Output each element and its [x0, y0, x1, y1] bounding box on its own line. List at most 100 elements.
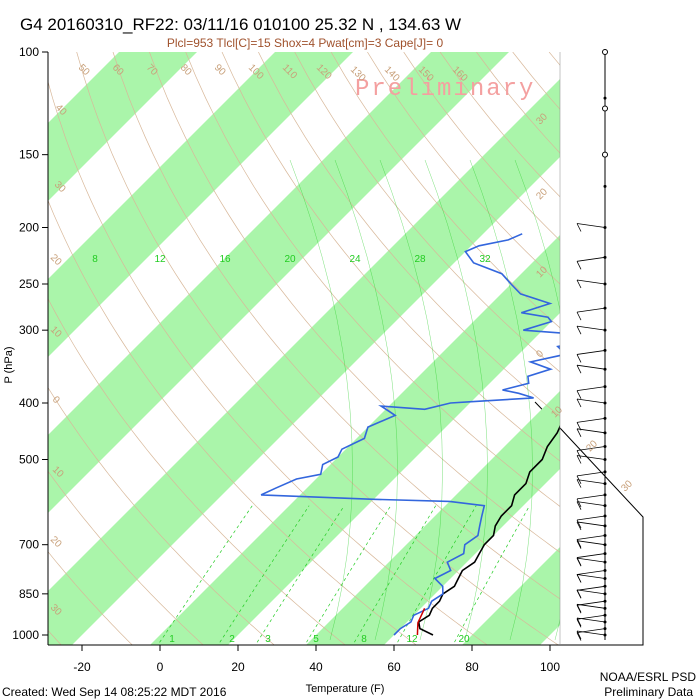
x-tick-label: 40: [309, 660, 323, 674]
dry-adiabat: [48, 470, 204, 645]
chart-title: G4 20160310_RF22: 03/11/16 010100 25.32 …: [20, 15, 461, 34]
wind-barb-flag: [576, 365, 582, 374]
dry-adiabat: [112, 52, 560, 600]
temperature-band: [48, 52, 197, 201]
temperature-band: [48, 78, 560, 645]
temperature-band: [48, 52, 509, 513]
dry-adiabat: [48, 386, 275, 645]
moist-adiabat: [289, 159, 353, 641]
wind-barb-dot: [603, 543, 607, 547]
wind-barb: [576, 614, 606, 620]
dry-adiabat: [694, 52, 700, 647]
wind-barb-flag: [576, 519, 582, 529]
x-tick-label: 0: [157, 660, 164, 674]
wind-barb-flag: [576, 398, 582, 408]
wind-barb-dot: [603, 606, 607, 610]
y-tick-label: 850: [19, 587, 39, 601]
preliminary-watermark: Preliminary: [355, 76, 535, 103]
dry-adiabat: [221, 52, 560, 462]
dry-adiabat: [658, 52, 700, 647]
wind-barb-flag: [576, 605, 582, 614]
org-name: NOAA/ESRL PSD: [600, 670, 697, 684]
mixing-ratio-label-top: 24: [349, 254, 361, 265]
mixing-ratio-label-bottom: 20: [458, 634, 470, 645]
wind-barb: [576, 256, 606, 262]
dry-adiabat: [185, 52, 560, 507]
mixing-ratio-label-top: 28: [414, 254, 426, 265]
wind-barb: [576, 570, 606, 575]
mixing-ratio-label-bottom: 8: [361, 634, 367, 645]
wind-barb-dot: [603, 504, 607, 508]
mixing-ratio-label-top: 20: [284, 254, 296, 265]
y-tick-label: 200: [19, 221, 39, 235]
wind-barb-dot: [603, 470, 607, 474]
wind-barb: [576, 307, 606, 313]
dewpoint-trace: [260, 233, 560, 636]
wind-barb-flag: [576, 422, 582, 431]
x-tick-label: 80: [465, 660, 479, 674]
dry-adiabat: [149, 52, 560, 553]
mixing-ratio-label-bottom: 12: [406, 634, 418, 645]
wind-barb-dot: [603, 599, 607, 603]
dry-adiabat: [294, 52, 560, 373]
temperature-band: [48, 52, 354, 357]
y-tick-label: 500: [19, 452, 39, 466]
wind-barb-flag: [576, 325, 582, 335]
temperature-bands: [0, 39, 560, 647]
wind-barb: [576, 557, 606, 563]
wind-barb-dot: [603, 613, 607, 617]
wind-barb-flag: [576, 501, 582, 510]
x-tick-label: 60: [387, 660, 401, 674]
wind-barb-flag: [576, 475, 582, 485]
wind-barb-dot: [603, 282, 607, 286]
mixing-ratio-label-bottom: 5: [313, 634, 319, 645]
wind-panel-bg: [535, 52, 643, 645]
mixing-ratio-label-top: 8: [92, 254, 98, 265]
moist-adiabat: [424, 159, 488, 641]
wind-barb-dot: [603, 577, 607, 581]
wind-barb-dot: [603, 385, 607, 389]
mixing-ratio-line: [217, 505, 310, 645]
wind-barb-dot: [603, 367, 607, 371]
mixing-ratio-labels: 8 12 16 20 24 28 321 2 3 5 8 12 20: [92, 254, 491, 645]
wind-barb-flag: [576, 539, 582, 548]
wind-barb-dot: [603, 431, 607, 435]
wind-barb-flag: [576, 390, 582, 399]
wind-barb-dot: [603, 416, 607, 420]
wind-barb-dot: [603, 620, 607, 624]
wind-barb-dot: [603, 348, 607, 352]
wind-barb-flag: [576, 632, 582, 641]
wind-barb: [576, 494, 606, 500]
wind-barb-dot: [603, 627, 607, 631]
dry-adiabat: [48, 199, 417, 645]
wind-barb: [576, 515, 606, 521]
wind-barb-dot: [603, 482, 607, 486]
mixing-ratio-label-top: 16: [219, 254, 231, 265]
temperature-band: [0, 39, 54, 647]
y-tick-label: 400: [19, 396, 39, 410]
created-timestamp: Created: Wed Sep 14 08:25:22 MDT 2016: [2, 685, 227, 699]
dry-adiabat: [48, 551, 133, 645]
wind-barb-flag: [576, 428, 582, 438]
y-tick-label: 250: [19, 277, 39, 291]
wind-barb-dot: [603, 633, 607, 637]
y-axis-label: P (hPa): [3, 346, 15, 383]
wind-barb-dot: [603, 493, 607, 497]
wind-barb: [576, 535, 606, 540]
wind-barb: [576, 386, 606, 392]
wind-barb: [576, 603, 606, 609]
wind-barb-dot: [603, 328, 607, 332]
mixing-ratio-label-bottom: 3: [265, 634, 271, 645]
temperature-band: [305, 390, 560, 645]
y-tick-label: 1000: [12, 628, 39, 642]
mixing-ratio-line: [255, 505, 345, 645]
wind-barb-flag: [576, 590, 582, 599]
temperature-band: [461, 546, 560, 645]
wind-barb-dot: [603, 445, 607, 449]
wind-barb-flag: [576, 261, 582, 270]
wind-barb-dot: [603, 533, 607, 537]
x-tick-label: 20: [231, 660, 245, 674]
wind-barb: [576, 223, 606, 228]
wind-barb: [576, 417, 606, 423]
wind-profile-panel: [534, 49, 644, 646]
